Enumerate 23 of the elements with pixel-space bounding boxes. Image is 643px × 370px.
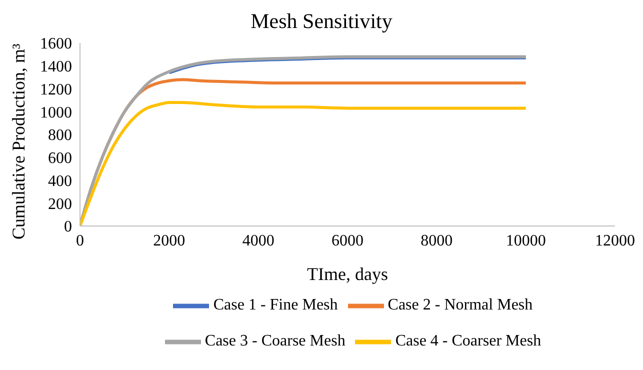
x-tick-label: 10000 xyxy=(506,232,546,250)
legend-label: Case 2 - Normal Mesh xyxy=(388,296,533,314)
x-tick-label: 2000 xyxy=(153,232,186,250)
legend-label: Case 3 - Coarse Mesh xyxy=(204,332,346,350)
y-tick-label: 1200 xyxy=(40,81,72,98)
y-tick-label: 1600 xyxy=(40,36,72,53)
x-tick-label: 6000 xyxy=(332,232,364,250)
y-tick-label: 1400 xyxy=(40,58,72,76)
y-axis-title: Cumulative Production, m³ xyxy=(8,43,28,240)
x-axis-title: TIme, days xyxy=(307,264,388,284)
x-tick-label: 12000 xyxy=(595,232,635,250)
y-tick-label: 400 xyxy=(48,172,72,190)
legend-label: Case 1 - Fine Mesh xyxy=(213,296,338,314)
legend-label: Case 4 - Coarser Mesh xyxy=(395,332,542,350)
y-tick-label: 600 xyxy=(48,150,72,168)
y-tick-label: 200 xyxy=(48,196,72,213)
y-tick-label: 0 xyxy=(64,218,72,236)
x-tick-label: 4000 xyxy=(242,232,274,250)
chart-title: Mesh Sensitivity xyxy=(250,9,392,33)
x-tick-label: 0 xyxy=(76,232,84,250)
y-tick-label: 800 xyxy=(48,127,72,144)
y-tick-label: 1000 xyxy=(40,104,72,122)
x-tick-label: 8000 xyxy=(420,232,453,250)
